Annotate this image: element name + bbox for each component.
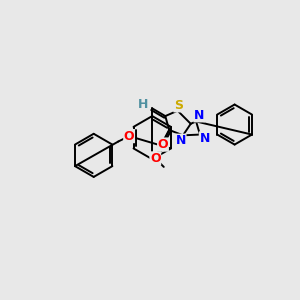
Text: O: O	[158, 138, 168, 151]
Text: N: N	[176, 134, 186, 147]
Text: O: O	[124, 130, 134, 142]
Text: S: S	[174, 99, 183, 112]
Text: N: N	[194, 109, 204, 122]
Text: H: H	[138, 98, 148, 111]
Text: N: N	[200, 132, 210, 145]
Text: O: O	[150, 152, 160, 165]
